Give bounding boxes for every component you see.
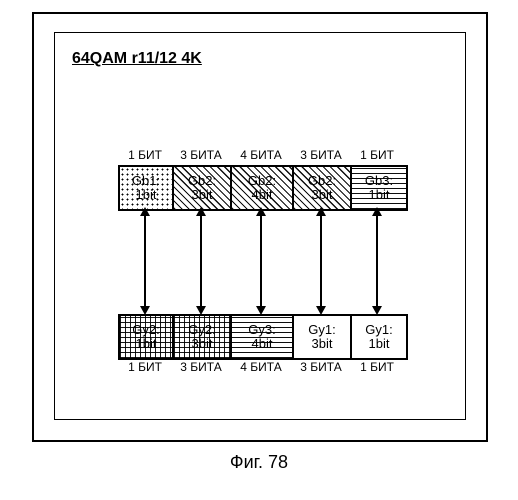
cell-label-bot: 4bit <box>252 188 273 202</box>
arrow-line-1 <box>200 215 202 306</box>
bit-label: 1 БИТ <box>118 148 172 162</box>
bit-label: 4 БИТА <box>230 360 292 374</box>
bit-label: 3 БИТА <box>292 148 350 162</box>
cell-label-bot: 3bit <box>192 337 213 351</box>
cell-label-bot: 3bit <box>312 188 333 202</box>
cell-label-top: Gy1: <box>308 323 335 337</box>
cell-label-top: Gb2: <box>308 174 336 188</box>
arrow-line-4 <box>376 215 378 306</box>
arrow-down-icon <box>372 306 382 315</box>
bit-label: 1 БИТ <box>350 148 404 162</box>
arrow-line-2 <box>260 215 262 306</box>
bit-label: 3 БИТА <box>172 148 230 162</box>
bit_labels_top: 1 БИТ3 БИТА4 БИТА3 БИТА1 БИТ <box>118 148 404 162</box>
bit-label: 1 БИТ <box>118 360 172 374</box>
arrow-down-icon <box>196 306 206 315</box>
arrow-down-icon <box>256 306 266 315</box>
cell-label-top: Gy2: <box>188 323 215 337</box>
row_bot: Gy2:1bitGy2:3bitGy3:4bitGy1:3bitGy1:1bit <box>118 314 408 360</box>
cell-label-bot: 3bit <box>192 188 213 202</box>
row_top: Gb1:1bitGb2:3bitGb2:4bitGb2:3bitGb3:1bit <box>118 165 408 211</box>
arrow-down-icon <box>316 306 326 315</box>
cell-label-top: Gb3: <box>365 174 393 188</box>
cell-label-bot: 1bit <box>136 188 157 202</box>
bit-label: 4 БИТА <box>230 148 292 162</box>
cell-Gb1: Gb1:1bit <box>120 167 174 209</box>
arrow-up-icon <box>316 207 326 216</box>
cell-Gy3: Gy3:4bit <box>232 316 294 358</box>
diagram-title: 64QAM r11/12 4K <box>72 50 202 68</box>
cell-Gy1b: Gy1:1bit <box>352 316 406 358</box>
arrow-up-icon <box>256 207 266 216</box>
bit_labels_bot: 1 БИТ3 БИТА4 БИТА3 БИТА1 БИТ <box>118 360 404 374</box>
cell-label-top: Gb1: <box>132 174 160 188</box>
bit-label: 3 БИТА <box>292 360 350 374</box>
figure-caption: Фиг. 78 <box>0 452 518 473</box>
cell-Gb3: Gb3:1bit <box>352 167 406 209</box>
cell-label-bot: 1bit <box>369 188 390 202</box>
cell-label-top: Gb2: <box>188 174 216 188</box>
arrow-up-icon <box>196 207 206 216</box>
cell-label-bot: 1bit <box>369 337 390 351</box>
cell-label-top: Gb2: <box>248 174 276 188</box>
arrow-up-icon <box>140 207 150 216</box>
cell-label-top: Gy1: <box>365 323 392 337</box>
bit-label: 1 БИТ <box>350 360 404 374</box>
arrow-down-icon <box>140 306 150 315</box>
cell-label-bot: 4bit <box>252 337 273 351</box>
cell-Gb2a: Gb2:3bit <box>174 167 232 209</box>
cell-label-top: Gy3: <box>248 323 275 337</box>
cell-Gy2b: Gy2:3bit <box>174 316 232 358</box>
arrow-line-3 <box>320 215 322 306</box>
cell-Gb2c: Gb2:3bit <box>294 167 352 209</box>
bit-label: 3 БИТА <box>172 360 230 374</box>
cell-Gy1a: Gy1:3bit <box>294 316 352 358</box>
cell-label-top: Gy2: <box>132 323 159 337</box>
cell-label-bot: 1bit <box>136 337 157 351</box>
cell-Gb2b: Gb2:4bit <box>232 167 294 209</box>
arrow-up-icon <box>372 207 382 216</box>
cell-label-bot: 3bit <box>312 337 333 351</box>
cell-Gy2a: Gy2:1bit <box>120 316 174 358</box>
arrow-line-0 <box>144 215 146 306</box>
